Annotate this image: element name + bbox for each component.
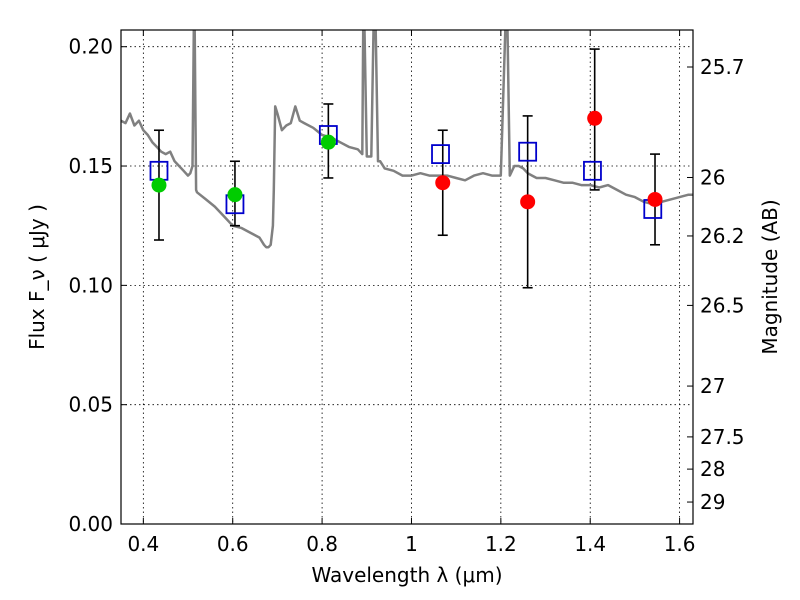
y-tick-label: 0.05 xyxy=(68,393,113,417)
y-tick-label: 0.15 xyxy=(68,154,113,178)
y-axis-title: Flux F_ν ( μJy ) xyxy=(25,204,49,350)
observed-flux-point xyxy=(151,177,167,193)
right-axis-title: Magnitude (AB) xyxy=(758,199,782,354)
x-tick-label: 0.6 xyxy=(217,532,249,556)
observed-flux-point xyxy=(520,194,536,210)
marker-layer xyxy=(149,48,663,289)
model-flux-square xyxy=(583,160,602,181)
x-tick-label: 1.6 xyxy=(664,532,696,556)
x-axis-title: Wavelength λ (μm) xyxy=(311,563,502,587)
plot-frame xyxy=(120,29,694,525)
y-tick-label: 0.20 xyxy=(68,35,113,59)
model-flux-square xyxy=(431,144,450,164)
observed-flux-point xyxy=(320,134,336,150)
observed-flux-point xyxy=(647,191,663,207)
x-tick-label: 1 xyxy=(405,532,418,556)
observed-flux-point xyxy=(435,175,451,191)
right-tick-label: 27.5 xyxy=(700,425,745,449)
right-tick-label: 28 xyxy=(700,457,725,481)
right-tick-label: 26 xyxy=(700,165,725,189)
x-tick-label: 1.2 xyxy=(485,532,517,556)
right-tick-label: 27 xyxy=(700,374,725,398)
y-tick-label: 0.00 xyxy=(68,512,113,536)
x-tick-label: 0.4 xyxy=(127,532,159,556)
model-flux-square xyxy=(518,141,538,162)
right-tick-label: 26.2 xyxy=(700,224,745,248)
plot-area xyxy=(121,30,693,249)
observed-flux-point xyxy=(227,187,243,203)
x-tick-label: 0.8 xyxy=(306,532,338,556)
axis-ticks: 0.4 0.6 0.8 1 1.2 1.4 1.6 0.00 0.05 0.10 0.15 0.20 2… xyxy=(68,30,745,556)
right-tick-label: 29 xyxy=(700,490,725,514)
y-tick-label: 0.10 xyxy=(68,273,113,297)
right-tick-label: 25.7 xyxy=(700,55,745,79)
observed-flux-point xyxy=(587,110,603,126)
x-tick-label: 1.4 xyxy=(574,532,606,556)
right-tick-label: 26.5 xyxy=(700,293,745,317)
model-spectrum-line xyxy=(121,30,693,249)
